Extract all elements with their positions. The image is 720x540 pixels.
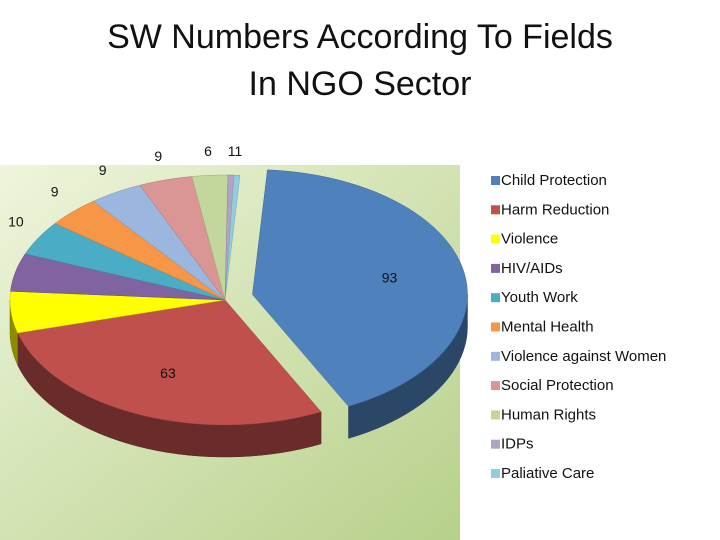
slice — [10, 253, 226, 301]
data-label: 1 — [235, 143, 243, 159]
legend-swatch — [491, 234, 500, 244]
chart-title: SW Numbers According To Fields — [107, 18, 613, 56]
chart-subtitle: In NGO Sector — [249, 65, 472, 103]
slice — [54, 200, 226, 301]
legend-swatch — [491, 410, 500, 420]
legend-label: IDPs — [501, 436, 534, 453]
pie: 9363121110999611 — [8, 143, 468, 458]
slice — [9, 291, 226, 334]
data-label: 93 — [382, 269, 398, 285]
legend-label: Social Protection — [501, 377, 614, 394]
legend-swatch — [491, 381, 500, 391]
legend-swatch — [491, 469, 500, 478]
legend-swatch — [491, 351, 500, 361]
legend-label: HIV/AIDs — [501, 260, 563, 277]
slice — [24, 223, 226, 301]
legend-label: Human Rights — [501, 406, 596, 423]
legend-swatch — [491, 293, 500, 303]
legend-label: Paliative Care — [501, 465, 594, 482]
legend-swatch — [491, 205, 500, 215]
slice — [92, 184, 226, 301]
legend-label: Youth Work — [501, 289, 578, 306]
legend-label: Child Protection — [501, 172, 607, 189]
data-label: 9 — [154, 148, 162, 164]
slice — [224, 174, 241, 301]
data-label: 1 — [228, 143, 236, 159]
slice — [17, 299, 322, 426]
legend-swatch — [491, 176, 500, 185]
data-label: 10 — [8, 213, 24, 229]
data-label: 9 — [51, 184, 59, 200]
legend: Child Protection Harm Reduction Violence HI… — [491, 172, 666, 482]
legend-swatch — [491, 322, 500, 332]
slice — [252, 169, 468, 407]
legend-swatch — [491, 439, 500, 449]
legend-label: Mental Health — [501, 318, 594, 335]
slice — [139, 176, 226, 301]
data-label: 9 — [99, 162, 107, 178]
data-label: 6 — [204, 143, 212, 159]
legend-label: Harm Reduction — [501, 201, 609, 218]
legend-label: Violence against Women — [501, 348, 666, 365]
legend-swatch — [491, 263, 500, 273]
data-label: 63 — [160, 365, 176, 381]
legend-label: Violence — [501, 231, 558, 248]
